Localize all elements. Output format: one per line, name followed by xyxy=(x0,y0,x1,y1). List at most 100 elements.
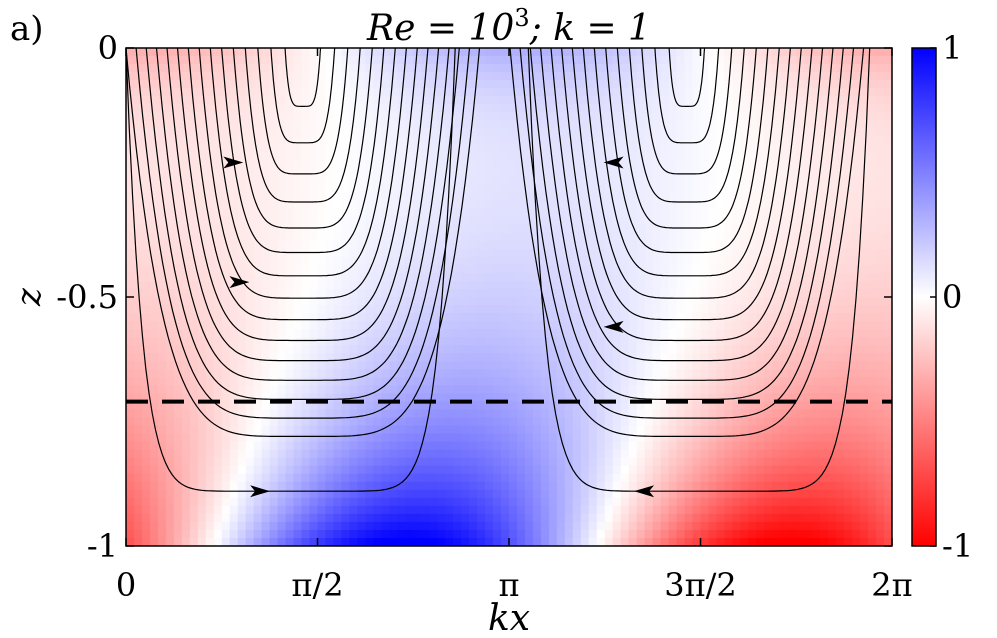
heatmap-cell xyxy=(141,176,151,186)
heatmap-cell xyxy=(381,297,391,306)
heatmap-cell xyxy=(509,264,518,274)
heatmap-cell xyxy=(684,521,694,531)
heatmap-cell xyxy=(572,329,582,338)
heatmap-cell xyxy=(197,449,207,459)
heatmap-cell xyxy=(740,537,750,546)
heatmap-cell xyxy=(652,160,662,170)
heatmap-cell xyxy=(469,200,478,210)
heatmap-cell xyxy=(445,369,454,379)
heatmap-cell xyxy=(133,192,143,202)
heatmap-cell xyxy=(365,385,375,395)
heatmap-cell xyxy=(461,449,470,459)
heatmap-cell xyxy=(349,449,359,459)
heatmap-cell xyxy=(285,409,295,419)
heatmap-cell xyxy=(612,441,622,451)
heatmap-cell xyxy=(628,160,638,170)
heatmap-cell xyxy=(157,425,167,435)
heatmap-cell xyxy=(572,264,582,274)
heatmap-cell xyxy=(588,353,598,362)
heatmap-cell xyxy=(740,465,750,475)
heatmap-cell xyxy=(325,64,335,73)
title-right: ; k = 1 xyxy=(529,8,651,49)
heatmap-cell xyxy=(309,240,319,250)
heatmap-cell xyxy=(724,88,734,97)
heatmap-cell xyxy=(461,64,470,73)
heatmap-cell xyxy=(237,48,247,57)
heatmap-cell xyxy=(692,152,702,162)
heatmap-cell xyxy=(213,240,223,250)
heatmap-cell xyxy=(748,537,758,546)
heatmap-cell xyxy=(341,521,351,531)
heatmap-cell xyxy=(333,433,343,443)
heatmap-cell xyxy=(253,80,263,89)
heatmap-cell xyxy=(501,96,510,105)
heatmap-cell xyxy=(413,272,422,282)
heatmap-cell xyxy=(261,377,271,387)
heatmap-cell xyxy=(325,401,335,411)
heatmap-cell xyxy=(341,248,351,258)
heatmap-cell xyxy=(141,128,151,138)
heatmap-cell xyxy=(501,136,510,146)
heatmap-cell xyxy=(173,473,183,483)
heatmap-cell xyxy=(596,521,606,531)
heatmap-cell xyxy=(660,144,670,154)
heatmap-cell xyxy=(596,441,606,451)
heatmap-cell xyxy=(524,192,534,202)
heatmap-cell xyxy=(461,361,470,370)
heatmap-cell xyxy=(309,505,319,515)
heatmap-cell xyxy=(397,72,406,81)
heatmap-cell xyxy=(524,361,534,370)
heatmap-cell xyxy=(612,385,622,395)
heatmap-cell xyxy=(181,505,191,515)
heatmap-cell xyxy=(540,152,550,162)
heatmap-cell xyxy=(285,160,295,170)
heatmap-cell xyxy=(644,473,654,483)
heatmap-cell xyxy=(676,192,686,202)
heatmap-cell xyxy=(700,48,710,57)
heatmap-cell xyxy=(341,48,351,57)
heatmap-cell xyxy=(708,385,718,395)
heatmap-cell xyxy=(748,505,758,515)
heatmap-cell xyxy=(141,168,151,178)
heatmap-cell xyxy=(477,88,486,97)
heatmap-cell xyxy=(485,305,494,314)
heatmap-cell xyxy=(405,48,414,57)
heatmap-cell xyxy=(349,280,359,290)
heatmap-cell xyxy=(173,64,183,73)
heatmap-cell xyxy=(237,104,247,113)
heatmap-cell xyxy=(748,128,758,138)
heatmap-cell xyxy=(429,48,438,57)
heatmap-cell xyxy=(126,481,135,491)
heatmap-cell xyxy=(429,297,438,306)
heatmap-cell xyxy=(740,136,750,146)
heatmap-cell xyxy=(636,465,646,475)
heatmap-cell xyxy=(660,192,670,202)
heatmap-cell xyxy=(333,513,343,523)
heatmap-cell xyxy=(453,224,462,234)
heatmap-cell xyxy=(189,417,199,427)
heatmap-cell xyxy=(660,529,670,539)
heatmap-cell xyxy=(620,329,630,338)
heatmap-cell xyxy=(405,473,414,483)
heatmap-cell xyxy=(245,521,255,531)
heatmap-cell xyxy=(309,232,319,242)
heatmap-cell xyxy=(652,393,662,403)
heatmap-cell xyxy=(269,280,279,290)
heatmap-cell xyxy=(509,96,518,105)
heatmap-cell xyxy=(652,96,662,105)
heatmap-cell xyxy=(636,48,646,57)
heatmap-cell xyxy=(173,288,183,298)
heatmap-cell xyxy=(556,369,566,379)
heatmap-cell xyxy=(572,192,582,202)
heatmap-cell xyxy=(548,112,558,121)
heatmap-cell xyxy=(564,497,574,507)
heatmap-cell xyxy=(668,297,678,306)
heatmap-cell xyxy=(469,48,478,57)
heatmap-cell xyxy=(636,160,646,170)
heatmap-cell xyxy=(317,465,327,475)
heatmap-cell xyxy=(453,240,462,250)
heatmap-cell xyxy=(636,337,646,346)
heatmap-cell xyxy=(700,112,710,121)
heatmap-cell xyxy=(596,104,606,113)
heatmap-cell xyxy=(516,457,526,467)
